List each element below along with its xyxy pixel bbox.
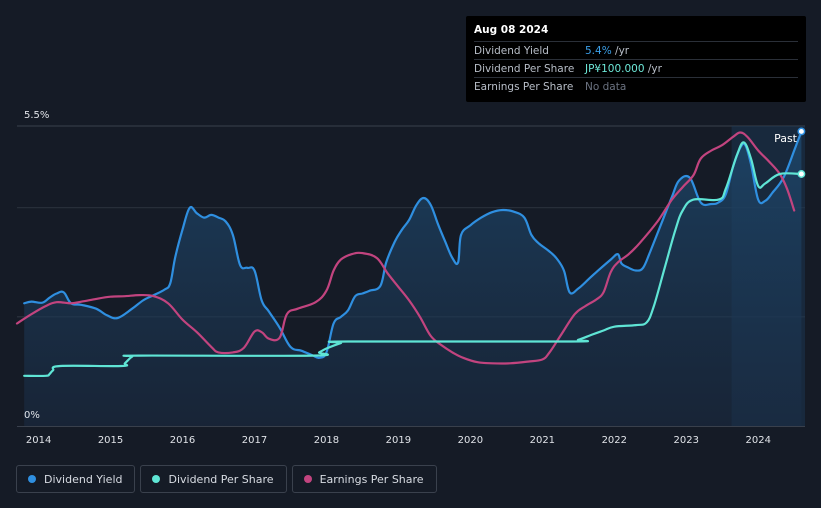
dividend-yield-endpoint (797, 127, 806, 136)
tooltip-label: Earnings Per Share (474, 81, 574, 93)
chart-legend: Dividend Yield Dividend Per Share Earnin… (16, 465, 437, 493)
tooltip-value: No data (585, 81, 626, 93)
x-axis-ticks: 2014 2015 2016 2017 2018 2019 2020 2021 2022 2023… (26, 435, 771, 446)
x-tick-label: 2015 (98, 435, 123, 446)
legend-item-dividend-yield[interactable]: Dividend Yield (16, 465, 136, 493)
tooltip-row-dividend-per-share: Dividend Per Share JP¥100.000 /yr (474, 59, 798, 77)
x-tick-label: 2021 (530, 435, 555, 446)
dividend-yield-legend-dot-icon (28, 475, 36, 483)
legend-item-earnings-per-share[interactable]: Earnings Per Share (291, 465, 437, 493)
legend-item-dividend-per-share[interactable]: Dividend Per Share (140, 465, 287, 493)
legend-label: Dividend Yield (44, 472, 123, 486)
tooltip-value: JP¥100.000 /yr (585, 63, 662, 75)
tooltip-value-unit: /yr (611, 45, 630, 57)
y-axis-min-label: 0% (24, 410, 40, 421)
past-label: Past (774, 132, 798, 145)
earnings-per-share-line (15, 131, 796, 365)
series-endpoints (797, 127, 806, 178)
tooltip-label: Dividend Yield (474, 45, 549, 57)
earnings-per-share-legend-dot-icon (303, 475, 312, 483)
tooltip-value-number: 5.4% (585, 45, 612, 57)
tooltip-row-earnings-per-share: Earnings Per Share No data (474, 77, 798, 95)
tooltip-value-number: No data (585, 81, 627, 93)
series-lines (15, 130, 803, 378)
x-tick-label: 2019 (386, 435, 411, 446)
dividend-per-share-line (23, 141, 803, 378)
tooltip-row-dividend-yield: Dividend Yield 5.4% /yr (474, 41, 798, 59)
x-tick-label: 2014 (26, 435, 51, 446)
x-tick-label: 2020 (458, 435, 483, 446)
x-tick-label: 2024 (745, 435, 770, 446)
dividend-yield-line (23, 130, 803, 359)
hover-tooltip: Aug 08 2024 Dividend Yield 5.4% /yr Divi… (466, 16, 806, 102)
tooltip-value-number: JP¥100.000 (585, 63, 645, 75)
tooltip-label: Dividend Per Share (474, 63, 575, 75)
legend-label: Earnings Per Share (319, 472, 424, 486)
dividend-per-share-endpoint (797, 170, 806, 178)
y-axis-max-label: 5.5% (24, 110, 49, 121)
x-tick-label: 2017 (242, 435, 267, 446)
x-tick-label: 2022 (602, 435, 627, 446)
x-tick-label: 2018 (314, 435, 339, 446)
tooltip-date: Aug 08 2024 (474, 24, 549, 36)
dividend-per-share-legend-dot-icon (152, 475, 161, 483)
x-tick-label: 2023 (674, 435, 699, 446)
tooltip-value: 5.4% /yr (585, 45, 629, 57)
legend-label: Dividend Per Share (168, 472, 274, 486)
x-tick-label: 2016 (170, 435, 195, 446)
tooltip-value-unit: /yr (644, 63, 662, 75)
